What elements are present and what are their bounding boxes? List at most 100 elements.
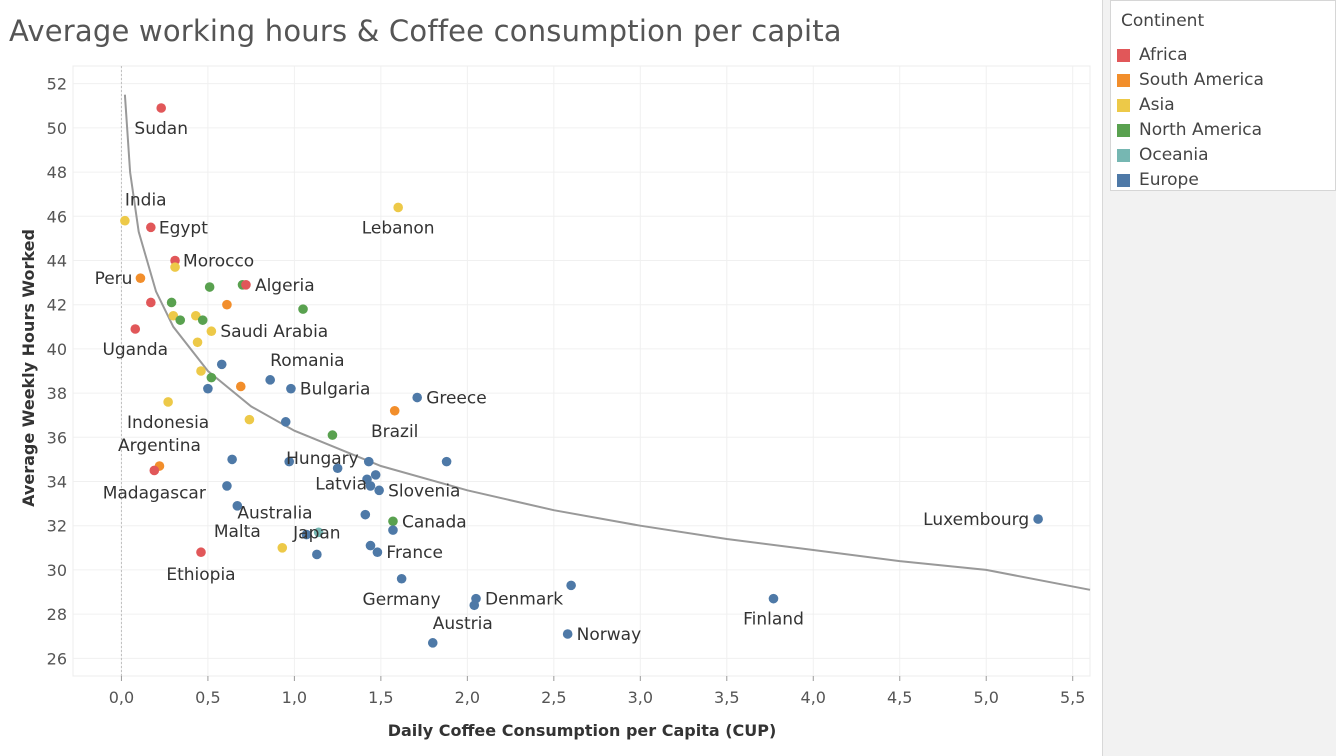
data-point [206, 372, 217, 383]
data-point [284, 456, 294, 467]
point-label: Germany [363, 590, 441, 610]
point-label: Madagascar [103, 483, 206, 503]
legend-swatch [1117, 123, 1130, 137]
data-point [469, 600, 480, 611]
x-tick-label: 2,5 [541, 688, 566, 707]
data-point [388, 516, 398, 527]
data-point [327, 430, 338, 440]
data-point [332, 463, 343, 474]
y-tick-label: 36 [47, 428, 67, 447]
point-label: Brazil [371, 422, 418, 442]
point-label: Ethiopia [166, 565, 235, 585]
legend-label: Oceania [1139, 145, 1209, 165]
data-point [149, 465, 160, 476]
data-point [370, 470, 381, 480]
y-tick-label: 44 [47, 251, 67, 270]
data-point [175, 315, 186, 325]
x-tick-label: 5,0 [973, 688, 998, 707]
y-tick-label: 38 [47, 384, 67, 403]
point-label: Finland [743, 610, 804, 630]
point-label: Australia [237, 503, 312, 523]
data-point [365, 540, 376, 551]
point-label: Morocco [183, 251, 254, 271]
legend-item-south-america[interactable]: South America [1117, 69, 1264, 91]
legend-item-europe[interactable]: Europe [1117, 169, 1199, 191]
data-point [365, 481, 376, 491]
point-label: Algeria [255, 276, 315, 296]
data-point [130, 324, 141, 334]
data-point [241, 280, 251, 290]
data-point [135, 273, 146, 283]
data-point [441, 456, 452, 467]
plot-frame [72, 65, 1091, 677]
data-point [1033, 514, 1043, 524]
point-label: Saudi Arabia [220, 322, 328, 342]
x-tick-label: 3,0 [628, 688, 653, 707]
point-label: Peru [95, 269, 133, 289]
legend-label: North America [1139, 120, 1263, 140]
data-point [192, 337, 203, 348]
legend[interactable]: Continent Africa South America Asia Nort… [1110, 0, 1336, 191]
data-point [222, 299, 232, 310]
point-label: Sudan [134, 119, 188, 139]
x-tick-label: 2,0 [455, 688, 480, 707]
point-label: India [125, 191, 167, 211]
data-point [286, 383, 296, 394]
data-point [196, 366, 206, 376]
legend-label: Europe [1139, 170, 1199, 190]
y-tick-label: 48 [47, 163, 67, 182]
scatter-chart: 0,0 0,5 1,0 1,5 2,0 2,5 3,0 3,5 4,0 4,5 5,0 5,5 26 2… [19, 65, 1091, 740]
x-tick-label: 0,0 [109, 688, 134, 707]
legend-item-africa[interactable]: Africa [1117, 44, 1188, 66]
point-label: Latvia [315, 474, 367, 494]
legend-item-asia[interactable]: Asia [1117, 94, 1175, 116]
legend-label: Africa [1139, 45, 1188, 65]
x-tick-label: 0,5 [195, 688, 220, 707]
y-tick-label: 46 [47, 207, 67, 226]
x-tick-label: 4,5 [887, 688, 912, 707]
legend-swatch [1117, 73, 1130, 87]
point-label: Romania [270, 351, 344, 371]
point-label: Egypt [159, 218, 208, 238]
y-tick-label: 26 [47, 649, 67, 668]
point-label: Uganda [102, 340, 168, 360]
data-point [166, 297, 177, 308]
data-point [768, 593, 779, 604]
data-point [280, 417, 291, 427]
point-label: Luxembourg [923, 510, 1029, 530]
data-point [120, 215, 130, 226]
y-tick-label: 28 [47, 605, 67, 624]
data-point [203, 383, 213, 394]
x-tick-label: 5,5 [1060, 688, 1085, 707]
x-tick-label: 1,0 [282, 688, 307, 707]
data-point [222, 481, 232, 491]
x-tick-label: 1,5 [368, 688, 393, 707]
legend-item-north-america[interactable]: North America [1117, 119, 1262, 141]
chart-title: Average working hours & Coffee consumpti… [9, 14, 842, 48]
point-label: France [386, 543, 443, 563]
point-label: Lebanon [362, 218, 435, 238]
x-axis-title: Daily Coffee Consumption per Capita (CUP… [388, 721, 777, 740]
y-axis: 26 28 30 32 34 36 38 40 42 44 46 48 50 52 [47, 75, 67, 669]
data-point [168, 310, 179, 321]
data-point [374, 485, 384, 496]
y-axis-title: Average Weekly Hours Worked [19, 229, 38, 507]
data-point [388, 525, 398, 535]
y-tick-label: 34 [47, 473, 67, 492]
data-point [163, 397, 173, 407]
data-point [235, 381, 246, 392]
point-label: Austria [433, 614, 493, 634]
point-label: Slovenia [388, 481, 460, 501]
legend-item-oceania[interactable]: Oceania [1117, 144, 1209, 166]
x-tick-label: 4,0 [801, 688, 826, 707]
data-point [232, 501, 243, 511]
data-point [412, 392, 422, 403]
legend-swatch [1117, 98, 1130, 112]
trend-line [123, 94, 1091, 591]
data-point [156, 103, 167, 113]
data-point [389, 405, 400, 416]
x-tick-label: 3,5 [714, 688, 739, 707]
y-tick-label: 42 [47, 296, 67, 315]
data-point [265, 375, 275, 385]
data-point [566, 580, 576, 591]
